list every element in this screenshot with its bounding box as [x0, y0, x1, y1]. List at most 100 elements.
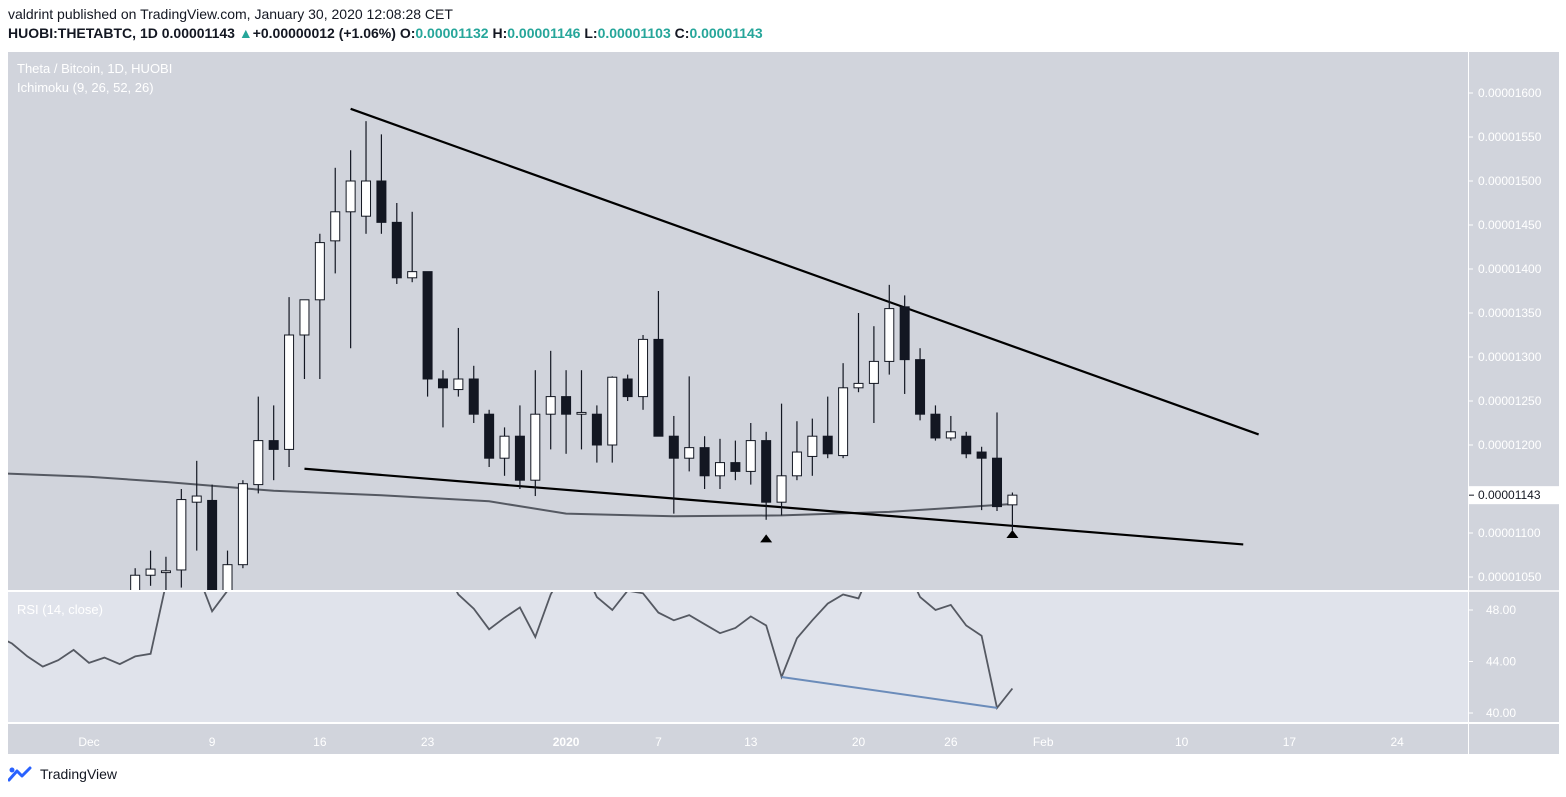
candle-body-down — [468, 378, 479, 415]
candle[interactable] — [930, 405, 941, 441]
candle[interactable] — [576, 370, 587, 450]
candle[interactable] — [345, 150, 356, 349]
candle[interactable] — [468, 365, 479, 423]
price-tick-label: 0.00001100 — [1478, 526, 1541, 540]
candle[interactable] — [176, 489, 187, 588]
candle-body-up — [314, 242, 325, 301]
candle-body-up — [776, 475, 787, 503]
candle[interactable] — [130, 568, 141, 599]
candle[interactable] — [868, 326, 879, 423]
candle[interactable] — [376, 134, 387, 234]
candle[interactable] — [1007, 492, 1018, 531]
time-axis-bg[interactable] — [8, 724, 1468, 754]
candle[interactable] — [961, 431, 972, 459]
candle[interactable] — [776, 403, 787, 516]
candle-body-up — [453, 378, 464, 391]
candle[interactable] — [714, 438, 725, 489]
current-price-label: 0.00001143 — [1478, 488, 1541, 502]
candle-body-up — [176, 499, 187, 571]
candle[interactable] — [499, 427, 510, 476]
candle[interactable] — [791, 421, 802, 481]
candle[interactable] — [976, 446, 987, 511]
candle[interactable] — [453, 327, 464, 397]
candle[interactable] — [514, 405, 525, 489]
candle[interactable] — [638, 335, 649, 410]
candle[interactable] — [191, 460, 202, 551]
time-tick-label: 13 — [744, 735, 758, 749]
high-value: 0.00001146 — [507, 25, 581, 41]
candle[interactable] — [207, 484, 218, 628]
candle-body-down — [268, 440, 279, 450]
candle[interactable] — [853, 313, 864, 393]
author-name[interactable]: valdrint — [8, 6, 54, 22]
candle[interactable] — [222, 550, 233, 604]
candle[interactable] — [391, 203, 402, 284]
candle[interactable] — [437, 370, 448, 428]
candle[interactable] — [545, 350, 556, 450]
candle[interactable] — [422, 271, 433, 397]
candle[interactable] — [668, 415, 679, 514]
candle-body-up — [530, 413, 541, 481]
candle[interactable] — [884, 284, 895, 375]
rsi-pane[interactable] — [0, 559, 1014, 710]
candle[interactable] — [945, 415, 956, 441]
candle[interactable] — [730, 440, 741, 481]
candle[interactable] — [822, 396, 833, 459]
candle[interactable] — [622, 374, 633, 401]
candle[interactable] — [591, 405, 602, 463]
candle-body-up — [407, 271, 418, 279]
candle[interactable] — [237, 480, 248, 569]
candle[interactable] — [407, 211, 418, 283]
candle[interactable] — [561, 370, 572, 454]
candle[interactable] — [314, 233, 325, 379]
candle[interactable] — [838, 363, 849, 459]
candle-body-up — [853, 382, 864, 389]
candle-body-down — [668, 435, 679, 459]
candle-body-up — [576, 411, 587, 415]
candle-body-up — [499, 435, 510, 459]
time-tick-label: 24 — [1390, 735, 1404, 749]
trendline-2[interactable] — [304, 467, 1244, 546]
candle-body-down — [561, 396, 572, 415]
candle[interactable] — [761, 431, 772, 520]
candle-body-up — [638, 338, 649, 398]
rsi-line — [455, 592, 554, 640]
candle[interactable] — [915, 348, 926, 421]
candle[interactable] — [253, 396, 264, 494]
candle-body-up — [791, 451, 802, 477]
legend-pair: Theta / Bitcoin, 1D, HUOBI — [17, 61, 172, 76]
candle[interactable] — [992, 412, 1003, 511]
candle[interactable] — [699, 436, 710, 489]
candle[interactable] — [484, 409, 495, 467]
axis-corner — [1469, 724, 1559, 754]
price-tick-label: 0.00001050 — [1478, 570, 1542, 584]
candle[interactable] — [361, 121, 372, 234]
candle[interactable] — [684, 376, 695, 472]
candle[interactable] — [268, 405, 279, 481]
candle[interactable] — [530, 370, 541, 497]
candle[interactable] — [607, 376, 618, 463]
price-axis-bg[interactable] — [1469, 52, 1559, 722]
candle-body-down — [391, 221, 402, 279]
footer[interactable]: TradingView — [8, 766, 117, 782]
trendline-1[interactable] — [350, 107, 1260, 436]
candle[interactable] — [284, 297, 295, 467]
candle[interactable] — [330, 167, 341, 274]
candle[interactable] — [145, 550, 156, 586]
time-tick-label: 17 — [1283, 735, 1297, 749]
candle-body-up — [130, 574, 141, 590]
main-pane[interactable] — [0, 107, 1260, 628]
candle[interactable] — [160, 556, 171, 595]
candle[interactable] — [745, 423, 756, 485]
candle[interactable] — [299, 299, 310, 379]
candle[interactable] — [653, 291, 664, 437]
candle[interactable] — [807, 418, 818, 476]
candle[interactable] — [899, 295, 910, 394]
close-value: 0.00001143 — [689, 25, 763, 41]
candle-body-down — [437, 378, 448, 389]
price-tick-label: 0.00001400 — [1478, 262, 1542, 276]
rsi-divergence-line[interactable] — [781, 675, 998, 709]
price-change: +0.00000012 (+1.06%) — [252, 25, 396, 41]
candle-body-down — [761, 440, 772, 503]
